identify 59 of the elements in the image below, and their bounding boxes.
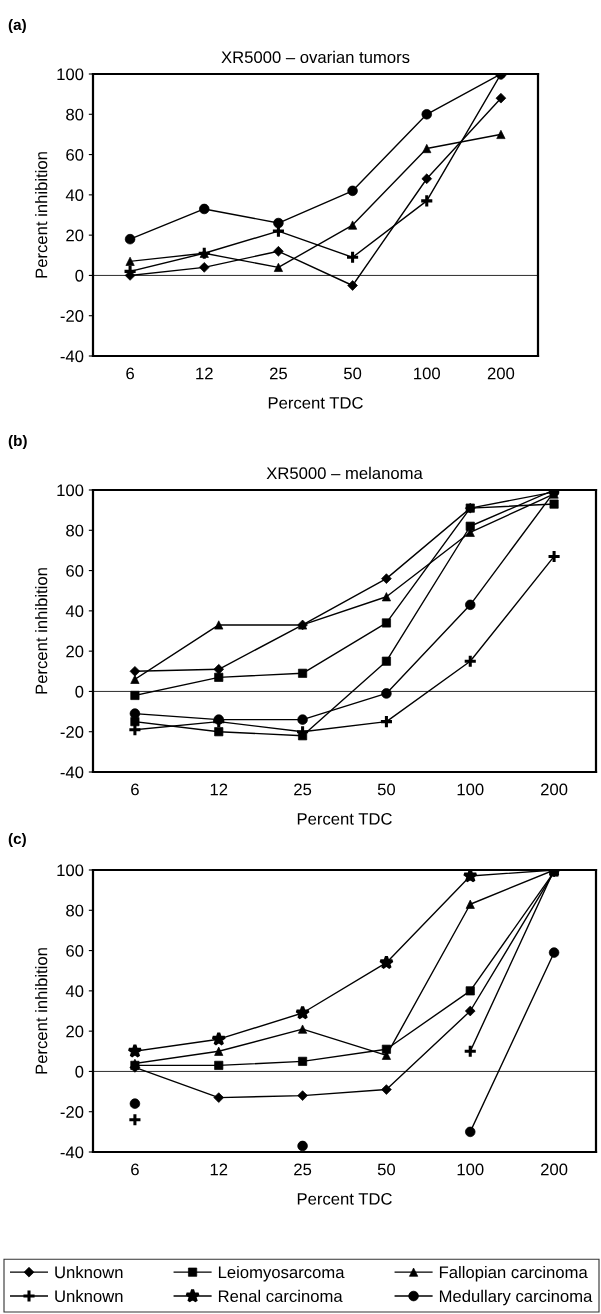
- y-tick-label: 60: [66, 944, 84, 957]
- x-tick-label: 100: [457, 1163, 484, 1176]
- x-tick-label: 50: [377, 783, 396, 796]
- y-tick-label: 60: [66, 148, 84, 161]
- y-axis-title: Percent inhibition: [35, 152, 48, 278]
- y-tick-label: 60: [66, 564, 84, 577]
- text: (b): [8, 434, 27, 450]
- chart-title: XR5000 – melanoma: [266, 466, 423, 480]
- y-tick-label: 80: [66, 108, 84, 121]
- y-tick-label: 80: [66, 904, 84, 917]
- x-tick-label: 50: [377, 1163, 396, 1176]
- y-tick-label: 0: [75, 685, 84, 698]
- y-tick-label: 0: [75, 269, 84, 282]
- x-tick-label: 25: [269, 367, 287, 380]
- y-axis-title: Percent inhibition: [35, 568, 48, 694]
- y-tick-label: -20: [60, 726, 84, 738]
- x-tick-label: 100: [457, 783, 484, 796]
- legend-label: Unknown: [55, 1289, 123, 1303]
- y-tick-label: 20: [66, 1025, 84, 1038]
- y-tick-label: 40: [65, 605, 84, 618]
- y-tick-label: -20: [60, 1106, 84, 1118]
- x-tick-label: 25: [294, 783, 312, 796]
- x-axis-title: Percent TDC: [297, 812, 392, 825]
- legend-label: Unknown: [55, 1265, 123, 1279]
- x-axis-title: Percent TDC: [268, 396, 363, 409]
- y-tick-label: -40: [60, 350, 84, 363]
- y-tick-label: 40: [65, 985, 84, 998]
- y-tick-label: -40: [60, 766, 84, 779]
- text: (a): [8, 18, 26, 34]
- x-tick-label: 12: [210, 1163, 228, 1176]
- x-tick-label: 200: [541, 1163, 568, 1176]
- legend-label: Renal carcinoma: [218, 1289, 343, 1303]
- x-tick-label: 25: [294, 1163, 312, 1176]
- y-tick-label: -20: [60, 310, 84, 322]
- x-tick-label: 6: [131, 783, 139, 796]
- y-tick-label: 100: [57, 484, 84, 497]
- y-tick-label: 100: [57, 68, 84, 81]
- chart-title: XR5000 – ovarian tumors: [221, 50, 410, 64]
- y-axis-title: Percent inhibition: [35, 948, 48, 1074]
- x-tick-label: 6: [131, 1163, 139, 1176]
- legend-label: Fallopian carcinoma: [439, 1265, 588, 1282]
- x-tick-label: 200: [541, 783, 568, 796]
- x-tick-label: 6: [126, 367, 134, 380]
- x-tick-label: 100: [414, 367, 440, 380]
- x-tick-label: 50: [343, 367, 362, 380]
- x-tick-label: 200: [487, 367, 515, 380]
- x-axis-title: Percent TDC: [297, 1192, 392, 1205]
- y-tick-label: 20: [66, 645, 84, 658]
- y-tick-label: 40: [65, 189, 84, 202]
- text: (c): [8, 832, 26, 848]
- x-tick-label: 12: [210, 783, 228, 796]
- y-tick-label: 0: [75, 1065, 84, 1078]
- y-tick-label: 20: [66, 229, 84, 242]
- y-tick-label: 80: [66, 524, 84, 537]
- y-tick-label: -40: [60, 1146, 84, 1159]
- legend-label: Medullary carcinoma: [439, 1289, 593, 1306]
- legend-label: Leiomyosarcoma: [218, 1265, 345, 1282]
- y-tick-label: 100: [57, 864, 84, 877]
- x-tick-label: 12: [196, 367, 213, 380]
